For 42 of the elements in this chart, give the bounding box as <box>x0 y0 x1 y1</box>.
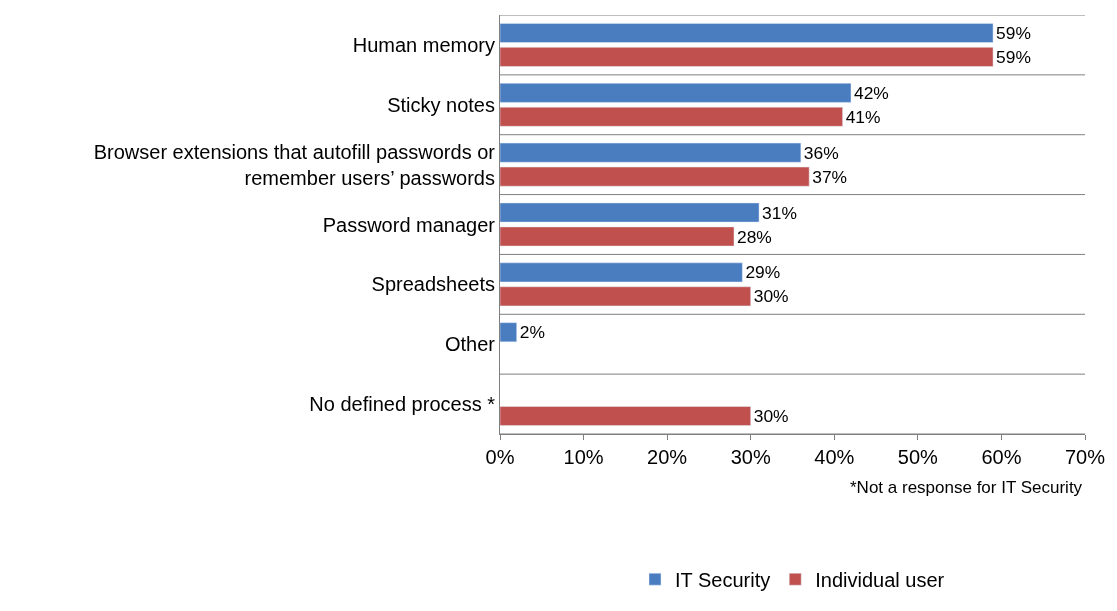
data-label: 2% <box>519 322 545 343</box>
data-label: 37% <box>812 166 848 187</box>
bar <box>500 23 994 43</box>
text: *Not a response for IT Security <box>850 478 1083 497</box>
x-tick-label: 30% <box>730 446 771 468</box>
data-label: 42% <box>854 82 889 103</box>
y-tick-label: Password manager <box>322 213 496 236</box>
bar <box>500 286 751 307</box>
x-tick-label: 60% <box>981 446 1022 468</box>
legend-label: Individual user <box>815 569 945 591</box>
data-label: 59% <box>996 47 1031 67</box>
data-label: 30% <box>753 406 789 427</box>
y-tick-label: Sticky notes <box>387 93 495 116</box>
y-tick-label: Other <box>444 333 496 356</box>
x-tick-label: 10% <box>563 446 604 468</box>
bar <box>500 166 810 187</box>
data-label: 59% <box>996 23 1031 44</box>
bar <box>500 406 751 426</box>
data-label: 30% <box>753 286 789 307</box>
bar <box>500 322 517 343</box>
y-tick-label: Browser extensions that autofill passwords or remember users’ passwords <box>93 140 496 189</box>
bar <box>500 106 843 127</box>
legend-label: IT Security <box>675 569 771 591</box>
bar <box>500 47 994 67</box>
bar <box>500 202 760 223</box>
data-label: 41% <box>845 106 881 127</box>
data-label: 29% <box>745 262 781 283</box>
x-tick-label: 40% <box>814 446 855 468</box>
data-label: 31% <box>762 202 797 223</box>
x-tick-label: 70% <box>1064 446 1106 468</box>
y-tick-label: No defined process * <box>309 393 496 416</box>
x-tick-label: 20% <box>647 446 688 468</box>
bar <box>500 82 852 103</box>
bar <box>500 262 743 283</box>
y-tick-label: Human memory <box>352 33 495 56</box>
bar <box>500 226 735 247</box>
bar <box>500 142 802 163</box>
y-tick-label: Spreadsheets <box>371 273 495 296</box>
data-label: 28% <box>737 226 772 247</box>
data-label: 36% <box>803 142 839 163</box>
x-tick-label: 0% <box>485 446 515 468</box>
x-tick-label: 50% <box>897 446 939 468</box>
